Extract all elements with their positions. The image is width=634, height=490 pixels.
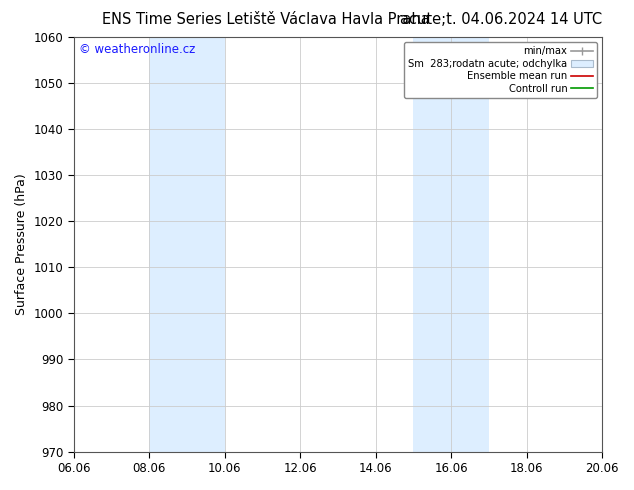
Text: acute;t. 04.06.2024 14 UTC: acute;t. 04.06.2024 14 UTC [400,12,602,27]
Y-axis label: Surface Pressure (hPa): Surface Pressure (hPa) [15,173,28,315]
Text: © weatheronline.cz: © weatheronline.cz [79,44,195,56]
Legend: min/max, Sm  283;rodatn acute; odchylka, Ensemble mean run, Controll run: min/max, Sm 283;rodatn acute; odchylka, … [404,42,597,98]
Text: ENS Time Series Letiště Václava Havla Praha: ENS Time Series Letiště Václava Havla Pr… [103,12,430,27]
Bar [413,37,489,452]
Bar [149,37,224,452]
